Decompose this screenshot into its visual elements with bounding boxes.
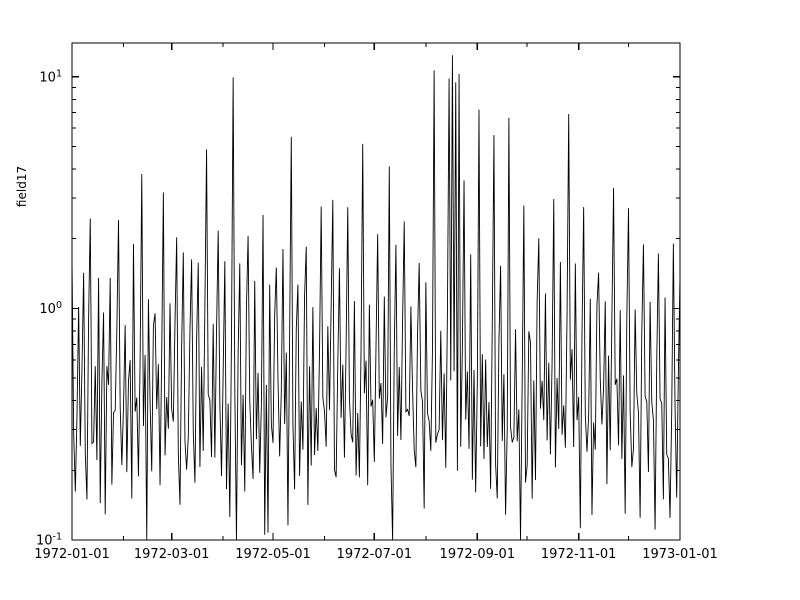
- plot-frame: [71, 42, 681, 541]
- axis-labels: 10-1 100 101 1972-01-01 1972-03-01 1972-05-01…: [15, 68, 718, 562]
- x-tick-label: 1972-01-01: [34, 547, 110, 562]
- x-tick-label: 1972-03-01: [134, 547, 210, 562]
- y-tick-label: 10-1: [36, 532, 62, 549]
- x-tick-label: 1972-11-01: [541, 547, 617, 562]
- x-tick-label: 1972-09-01: [440, 547, 516, 562]
- axis-ticks: [71, 43, 681, 541]
- x-tick-label: 1972-05-01: [235, 547, 311, 562]
- series-field17: [71, 55, 681, 541]
- x-tick-label: 1973-01-01: [642, 547, 718, 562]
- y-tick-label: 100: [39, 300, 62, 317]
- x-tick-label: 1972-07-01: [337, 547, 413, 562]
- y-axis-title: field17: [15, 166, 29, 207]
- y-tick-label: 101: [39, 68, 62, 85]
